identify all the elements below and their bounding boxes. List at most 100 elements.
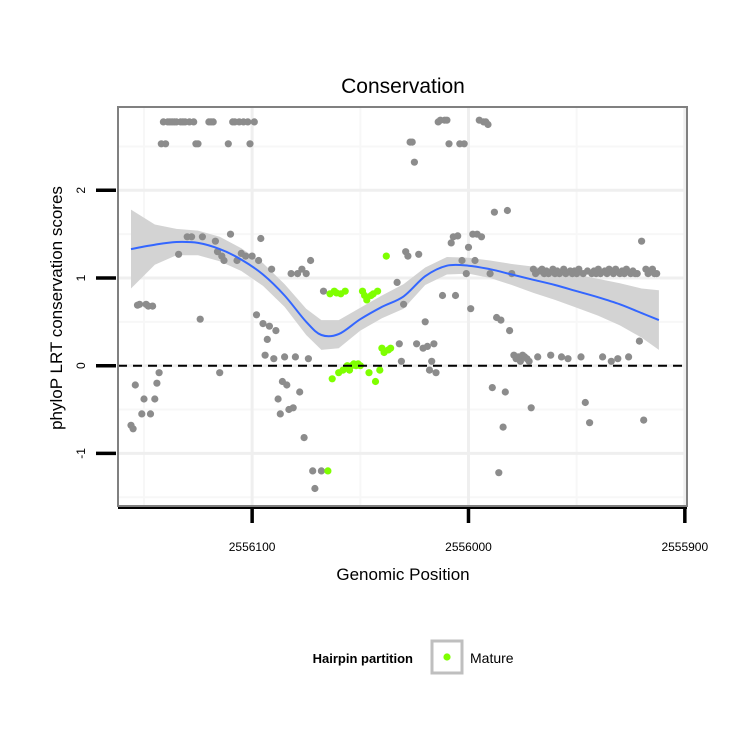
data-point-other bbox=[263, 335, 271, 343]
y-tick-label: 1 bbox=[74, 274, 88, 281]
data-point-other bbox=[581, 398, 589, 407]
data-point-other bbox=[471, 256, 479, 265]
data-point-other bbox=[614, 355, 622, 363]
data-point-other bbox=[640, 416, 648, 424]
data-point-other bbox=[527, 404, 535, 412]
data-point-other bbox=[211, 237, 219, 245]
data-point-other bbox=[425, 366, 434, 374]
x-tick-label: 2555900 bbox=[661, 540, 708, 554]
data-point-other bbox=[131, 381, 139, 389]
data-point-other bbox=[272, 327, 280, 335]
plot-area: -1 0 1 2 2556100 2556000 2555900 bbox=[74, 106, 708, 554]
data-point-other bbox=[289, 404, 297, 412]
data-point-other bbox=[612, 265, 620, 273]
data-point-other bbox=[196, 315, 204, 323]
data-point-other bbox=[300, 434, 308, 442]
y-tick-label: 2 bbox=[74, 187, 88, 194]
data-point-other bbox=[423, 342, 431, 350]
data-point-other bbox=[635, 337, 644, 345]
data-point-other bbox=[564, 355, 572, 363]
data-point-mature bbox=[382, 252, 390, 260]
legend: Hairpin partition Mature bbox=[313, 639, 514, 675]
data-point-other bbox=[296, 388, 304, 396]
data-point-mature bbox=[387, 344, 395, 352]
data-point-other bbox=[162, 140, 170, 148]
data-point-other bbox=[413, 340, 421, 348]
data-point-other bbox=[653, 270, 661, 278]
data-point-other bbox=[304, 355, 312, 363]
data-point-other bbox=[454, 232, 462, 240]
data-point-mature bbox=[376, 366, 384, 374]
data-point-other bbox=[438, 291, 447, 300]
legend-entry-mature: Mature bbox=[470, 650, 514, 666]
data-point-other bbox=[577, 353, 585, 361]
data-point-other bbox=[255, 256, 263, 265]
data-point-other bbox=[408, 138, 416, 146]
legend-key-mature-dot bbox=[443, 653, 451, 661]
data-point-other bbox=[638, 237, 646, 245]
data-point-other bbox=[307, 256, 315, 265]
legend-title: Hairpin partition bbox=[313, 651, 413, 666]
data-point-other bbox=[428, 357, 436, 365]
data-point-other bbox=[432, 369, 440, 377]
data-point-other bbox=[265, 322, 273, 330]
x-tick-label: 2556100 bbox=[229, 540, 276, 554]
data-point-other bbox=[586, 419, 594, 427]
data-point-other bbox=[501, 388, 509, 396]
data-point-other bbox=[443, 116, 451, 124]
data-point-other bbox=[557, 353, 566, 361]
data-point-other bbox=[194, 140, 202, 148]
data-point-other bbox=[224, 140, 232, 148]
data-point-other bbox=[462, 270, 470, 278]
data-point-other bbox=[248, 252, 256, 260]
data-point-other bbox=[625, 353, 633, 361]
panel-border bbox=[117, 106, 688, 507]
data-point-other bbox=[317, 467, 325, 475]
data-point-other bbox=[270, 355, 278, 363]
data-point-other bbox=[534, 353, 542, 361]
data-point-other bbox=[298, 265, 306, 273]
data-point-other bbox=[622, 265, 631, 273]
data-point-other bbox=[575, 265, 583, 273]
data-point-other bbox=[244, 118, 252, 126]
data-point-other bbox=[291, 353, 299, 361]
data-point-other bbox=[226, 230, 235, 238]
data-point-other bbox=[633, 270, 641, 278]
data-point-other bbox=[393, 278, 401, 286]
data-point-other bbox=[250, 118, 258, 126]
data-point-other bbox=[309, 467, 317, 475]
data-point-other bbox=[252, 311, 261, 319]
data-point-other bbox=[276, 410, 284, 418]
data-point-mature bbox=[371, 377, 380, 386]
data-point-other bbox=[268, 265, 276, 273]
data-point-other bbox=[516, 357, 525, 365]
data-point-other bbox=[259, 320, 267, 328]
data-point-other bbox=[287, 270, 295, 278]
x-axis-label: Genomic Position bbox=[336, 565, 469, 584]
data-point-other bbox=[599, 353, 607, 361]
data-point-other bbox=[149, 302, 157, 310]
data-point-other bbox=[220, 256, 228, 265]
data-point-other bbox=[447, 239, 455, 247]
data-point-other bbox=[605, 265, 613, 273]
data-point-other bbox=[302, 270, 310, 278]
data-point-other bbox=[129, 425, 137, 433]
data-point-other bbox=[497, 316, 505, 324]
data-point-other bbox=[467, 305, 475, 313]
data-point-mature bbox=[339, 366, 347, 374]
data-point-mature bbox=[328, 375, 336, 383]
data-point-other bbox=[281, 353, 289, 361]
chart-title: Conservation bbox=[341, 75, 465, 98]
data-point-other bbox=[257, 234, 265, 243]
data-point-other bbox=[506, 327, 514, 335]
data-point-other bbox=[151, 395, 159, 403]
data-point-other bbox=[138, 410, 146, 418]
data-point-other bbox=[499, 423, 507, 431]
data-point-other bbox=[547, 351, 555, 359]
data-point-other bbox=[490, 208, 498, 216]
data-point-other bbox=[311, 484, 319, 493]
data-point-other bbox=[495, 469, 503, 477]
data-point-other bbox=[274, 395, 282, 403]
